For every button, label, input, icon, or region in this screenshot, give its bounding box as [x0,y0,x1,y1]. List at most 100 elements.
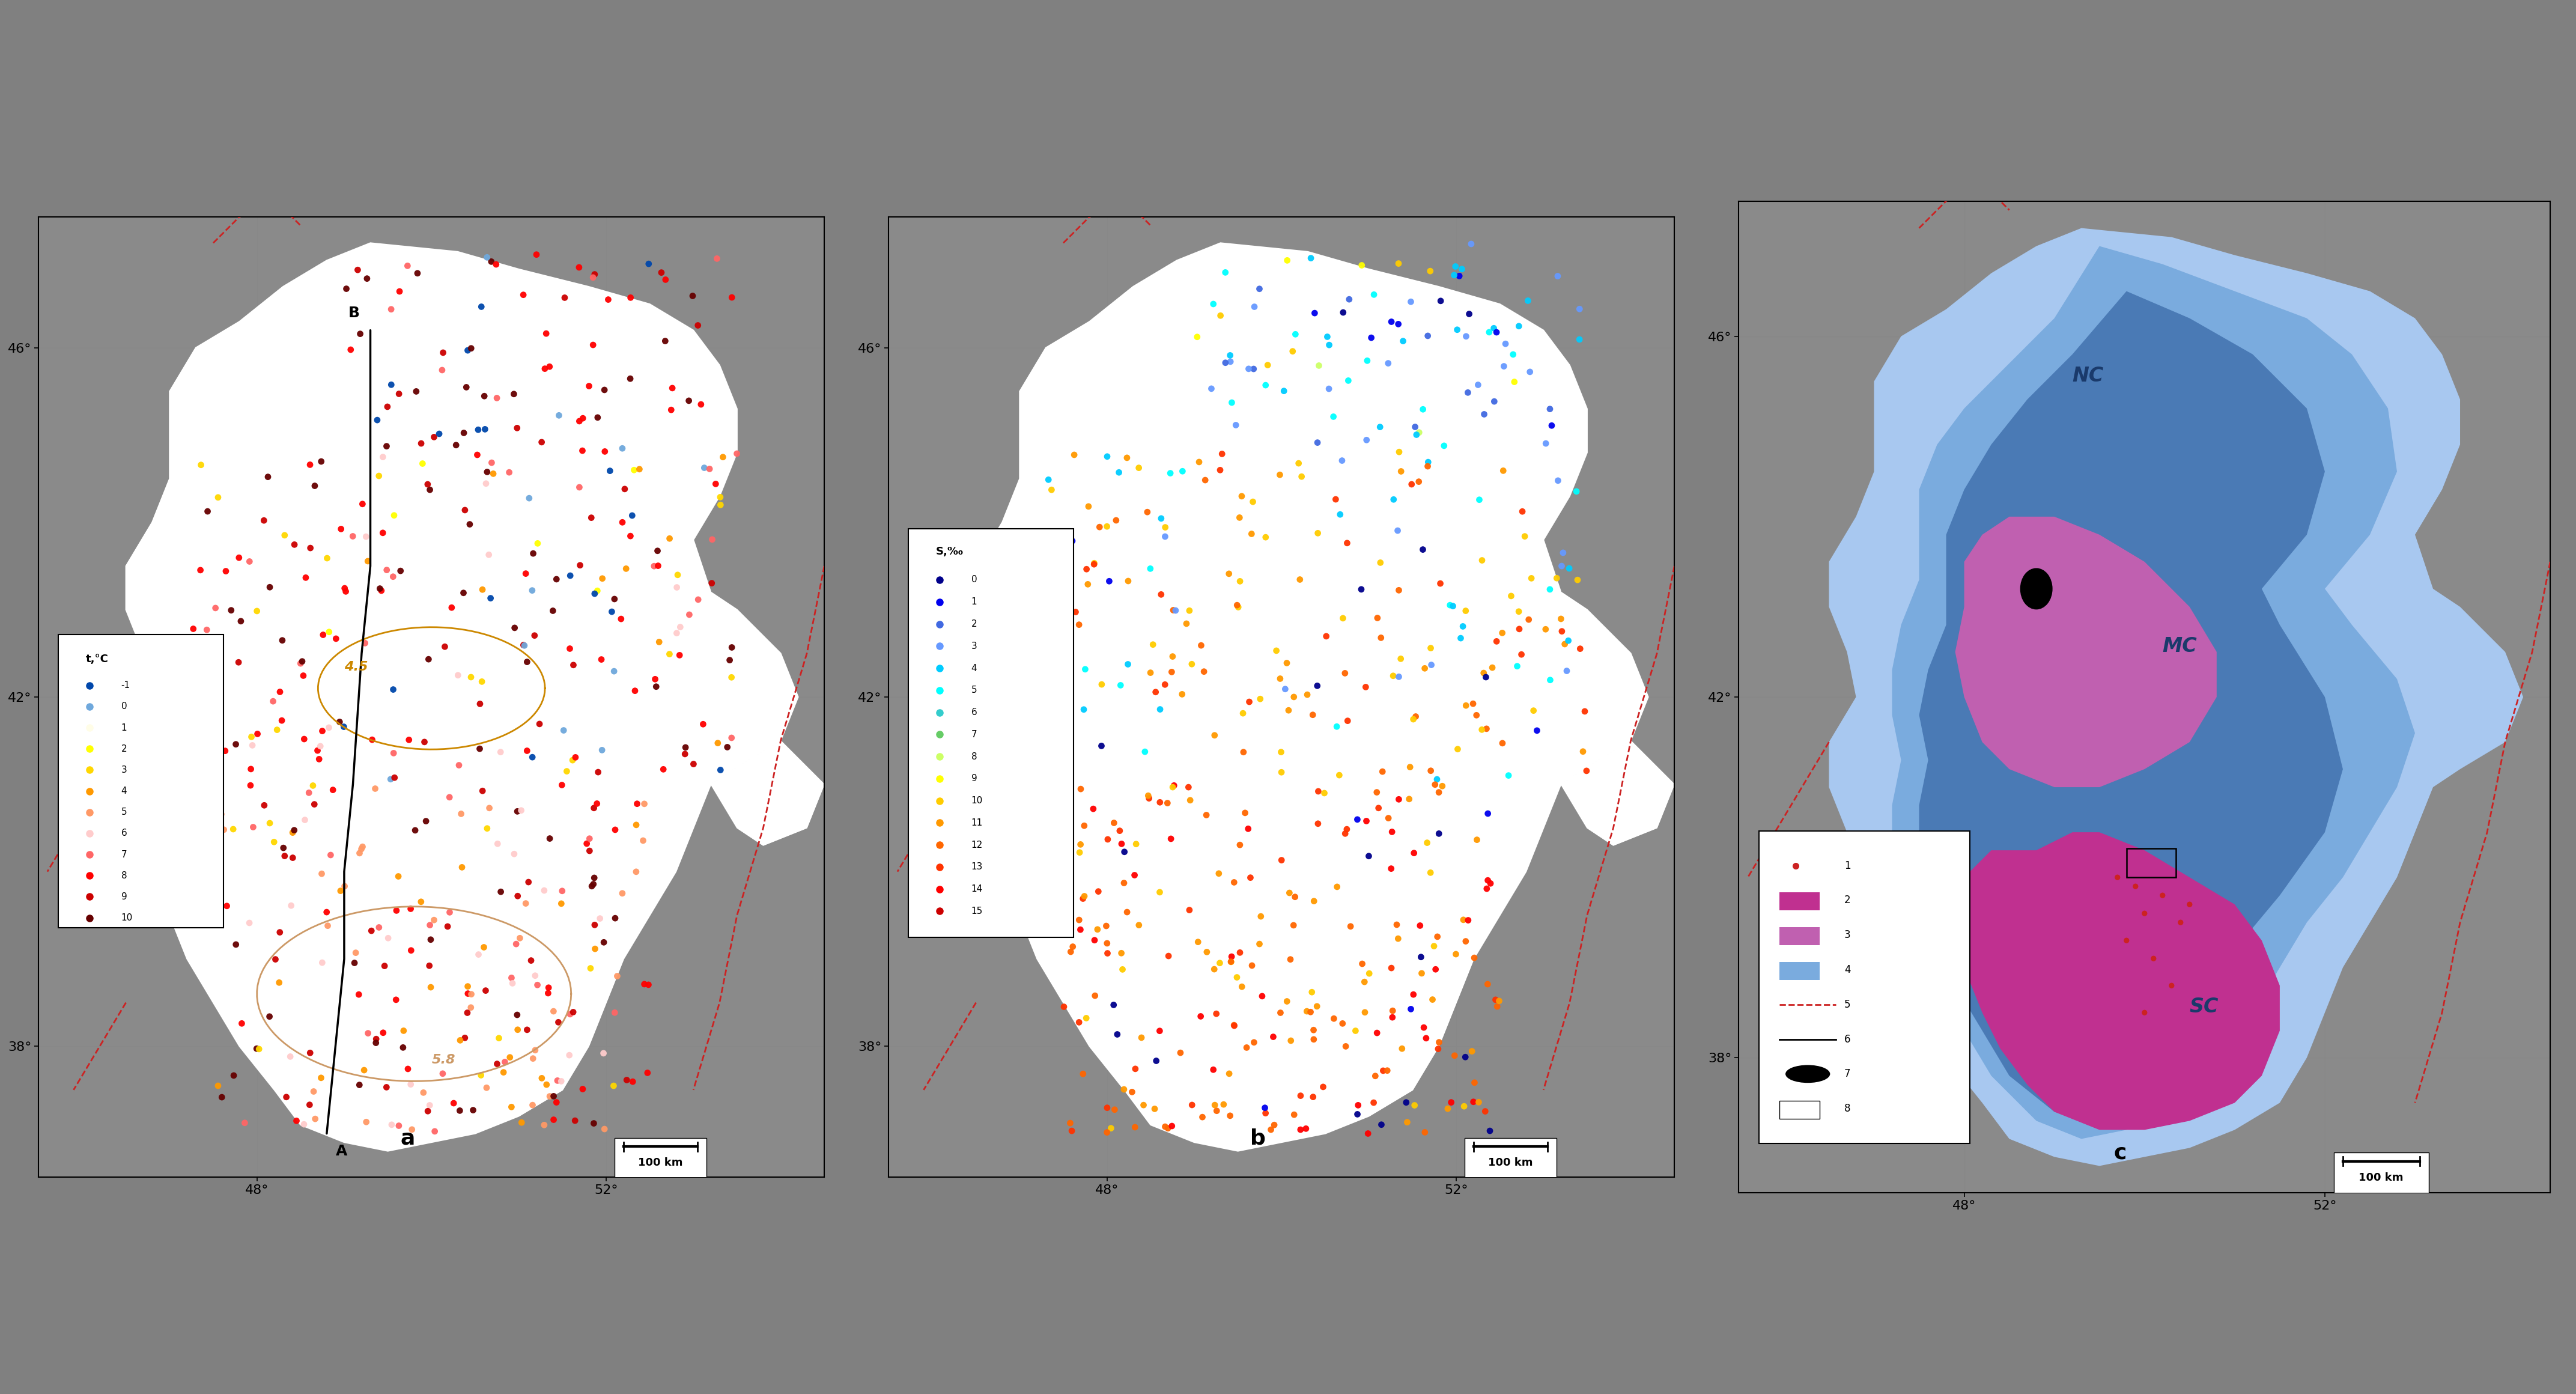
Point [1255,640,1296,662]
Point [611,287,652,309]
Point [680,393,721,415]
Point [1345,810,1386,832]
Point [471,251,513,273]
Point [1298,813,1340,835]
Point [1502,500,1543,523]
Point [1394,983,1435,1005]
Text: 10: 10 [971,796,984,806]
Point [1540,555,1582,577]
Point [1211,951,1252,973]
Point [255,948,296,970]
Point [1141,507,1182,530]
Point [1198,863,1239,885]
FancyBboxPatch shape [1780,892,1819,910]
Point [505,892,546,914]
Point [1092,994,1133,1016]
Point [1146,792,1188,814]
Text: 6: 6 [971,708,976,717]
Point [701,758,742,781]
Point [1401,962,1443,984]
Point [1273,1104,1314,1126]
Point [1440,265,1481,287]
Point [345,526,386,548]
Point [1275,885,1316,907]
Point [173,618,214,640]
Point [636,539,677,562]
Point [1115,1117,1157,1139]
Point [464,937,505,959]
Point [389,729,430,751]
Point [577,406,618,428]
Point [1337,1103,1378,1125]
Point [1069,495,1110,517]
Point [1383,330,1425,353]
Point [479,881,520,903]
Point [1144,526,1185,548]
Point [1484,460,1525,482]
Point [513,1047,554,1069]
Point [448,513,489,535]
Point [397,381,438,403]
Point [1234,296,1275,318]
Point [1193,293,1234,315]
Point [513,746,554,768]
Text: A: A [335,1144,348,1158]
Point [1133,633,1175,655]
Point [399,432,440,454]
Point [1074,552,1115,574]
Point [497,1019,538,1041]
Point [428,916,469,938]
Point [1564,700,1605,722]
FancyBboxPatch shape [2334,1153,2429,1196]
Point [613,1071,654,1093]
Point [281,652,322,675]
Text: 7: 7 [971,730,976,739]
Point [1185,804,1226,827]
Point [250,1005,291,1027]
Point [232,815,273,838]
Point [430,597,471,619]
Point [252,690,294,712]
Point [1260,849,1301,871]
Point [1396,705,1437,728]
Point [196,597,237,619]
Point [696,248,737,270]
Point [1399,421,1440,443]
Point [569,839,611,861]
Point [1229,818,1270,841]
Point [229,758,270,781]
Point [1510,567,1551,590]
Point [291,775,332,797]
Point [1401,399,1443,421]
Point [404,810,446,832]
Point [1177,326,1218,348]
Point [448,976,489,998]
Point [1239,687,1280,710]
Point [1391,998,1432,1020]
Point [1139,698,1180,721]
Point [538,1011,580,1033]
Polygon shape [126,243,799,1151]
Point [1417,1037,1458,1059]
Point [1275,323,1316,346]
Point [1473,390,1515,413]
FancyBboxPatch shape [1780,1101,1819,1118]
Point [232,735,273,757]
Point [307,546,348,569]
Point [1226,1036,1267,1058]
Point [1417,926,1458,948]
Point [1419,822,1461,845]
Point [1319,503,1360,526]
Point [404,730,446,753]
Point [250,813,291,835]
Point [1564,740,1605,763]
Point [1206,261,1247,283]
Point [350,920,392,942]
Point [479,1027,520,1050]
Point [1453,1072,1494,1094]
FancyBboxPatch shape [1780,962,1819,980]
Point [1030,684,1072,707]
Polygon shape [1955,832,2280,1131]
Point [634,555,675,577]
Point [1481,622,1522,644]
